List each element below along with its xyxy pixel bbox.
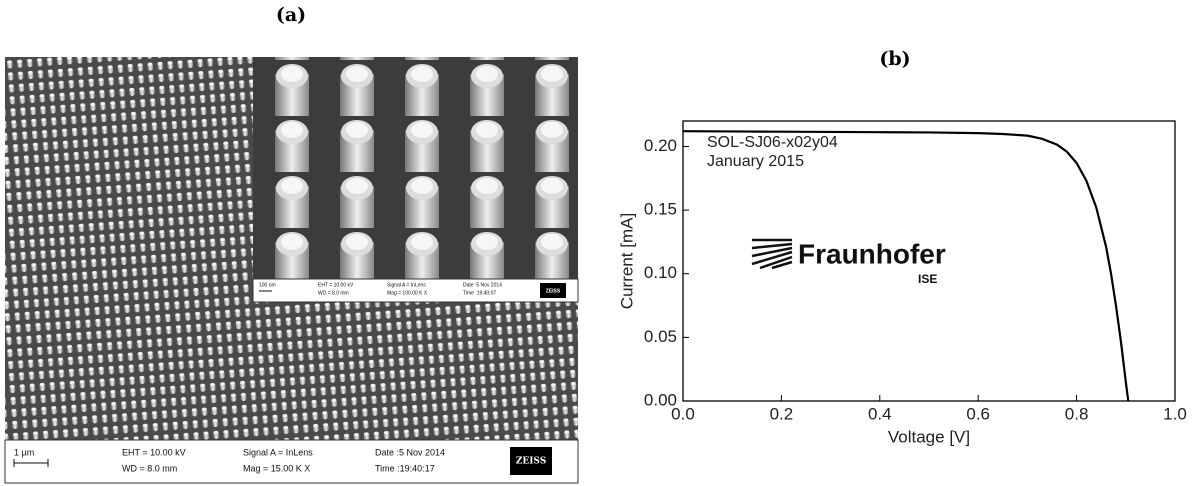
iv-curve [682,130,1130,402]
brand-box [510,447,552,475]
scale-label: 1 µm [14,447,34,457]
x-tick-label: 0.4 [868,404,892,423]
info-text: Date :5 Nov 2014 [375,447,445,457]
y-tick-label: 0.10 [644,263,677,282]
info-text: EHT = 10.00 kV [318,282,354,288]
x-tick-label: 0.6 [966,404,990,423]
logo-icon [751,238,793,270]
info-text: WD = 8.0 mm [122,463,177,473]
sem-image: 1 µm EHT = 10.00 kV WD = 8.0 mm Signal A… [4,57,579,484]
info-text: Mag = 15.00 K X [243,463,310,473]
scale-label: 100 nm [259,282,276,288]
inset-texture [253,57,578,279]
info-text: Signal A = InLens [387,282,426,288]
info-text: Date :5 Nov 2014 [463,282,502,288]
y-tick-label: 0.15 [644,200,677,219]
x-tick-label: 0.0 [671,404,695,423]
brand-box [540,283,566,298]
annotation: January 2015 [707,153,804,170]
x-tick-label: 1.0 [1163,404,1187,423]
info-text: Time :19:40:07 [463,290,496,296]
y-axis-label: Current [mA] [617,213,636,309]
x-tick-label: 0.8 [1065,404,1089,423]
logo-text: Fraunhofer [798,238,946,269]
chart: (b) SOL-SJ06-x02y04 January 2015 Fraunho… [617,48,1186,446]
annotation: SOL-SJ06-x02y04 [707,134,838,151]
panel-label: (b) [879,48,910,70]
info-text: Mag = 100.00 K X [387,290,428,296]
y-tick-label: 0.05 [644,327,677,346]
brand: ZEISS [546,288,561,294]
plot-frame [682,120,1176,402]
logo-sub: ISE [918,272,937,286]
info-text: Time :19:40:17 [375,463,435,473]
info-text: EHT = 10.00 kV [122,447,186,457]
y-tick-label: 0.20 [644,136,677,155]
brand: ZEISS [516,457,546,467]
info-bar [4,439,579,484]
y-tick-label: 0.00 [644,390,677,409]
info-text: Signal A = InLens [243,447,313,457]
x-axis-label: Voltage [V] [888,427,970,446]
panel-label: (a) [276,4,306,26]
info-text: WD = 8.0 mm [318,290,349,296]
inset-info-bar [252,278,579,303]
x-tick-label: 0.2 [770,404,794,423]
